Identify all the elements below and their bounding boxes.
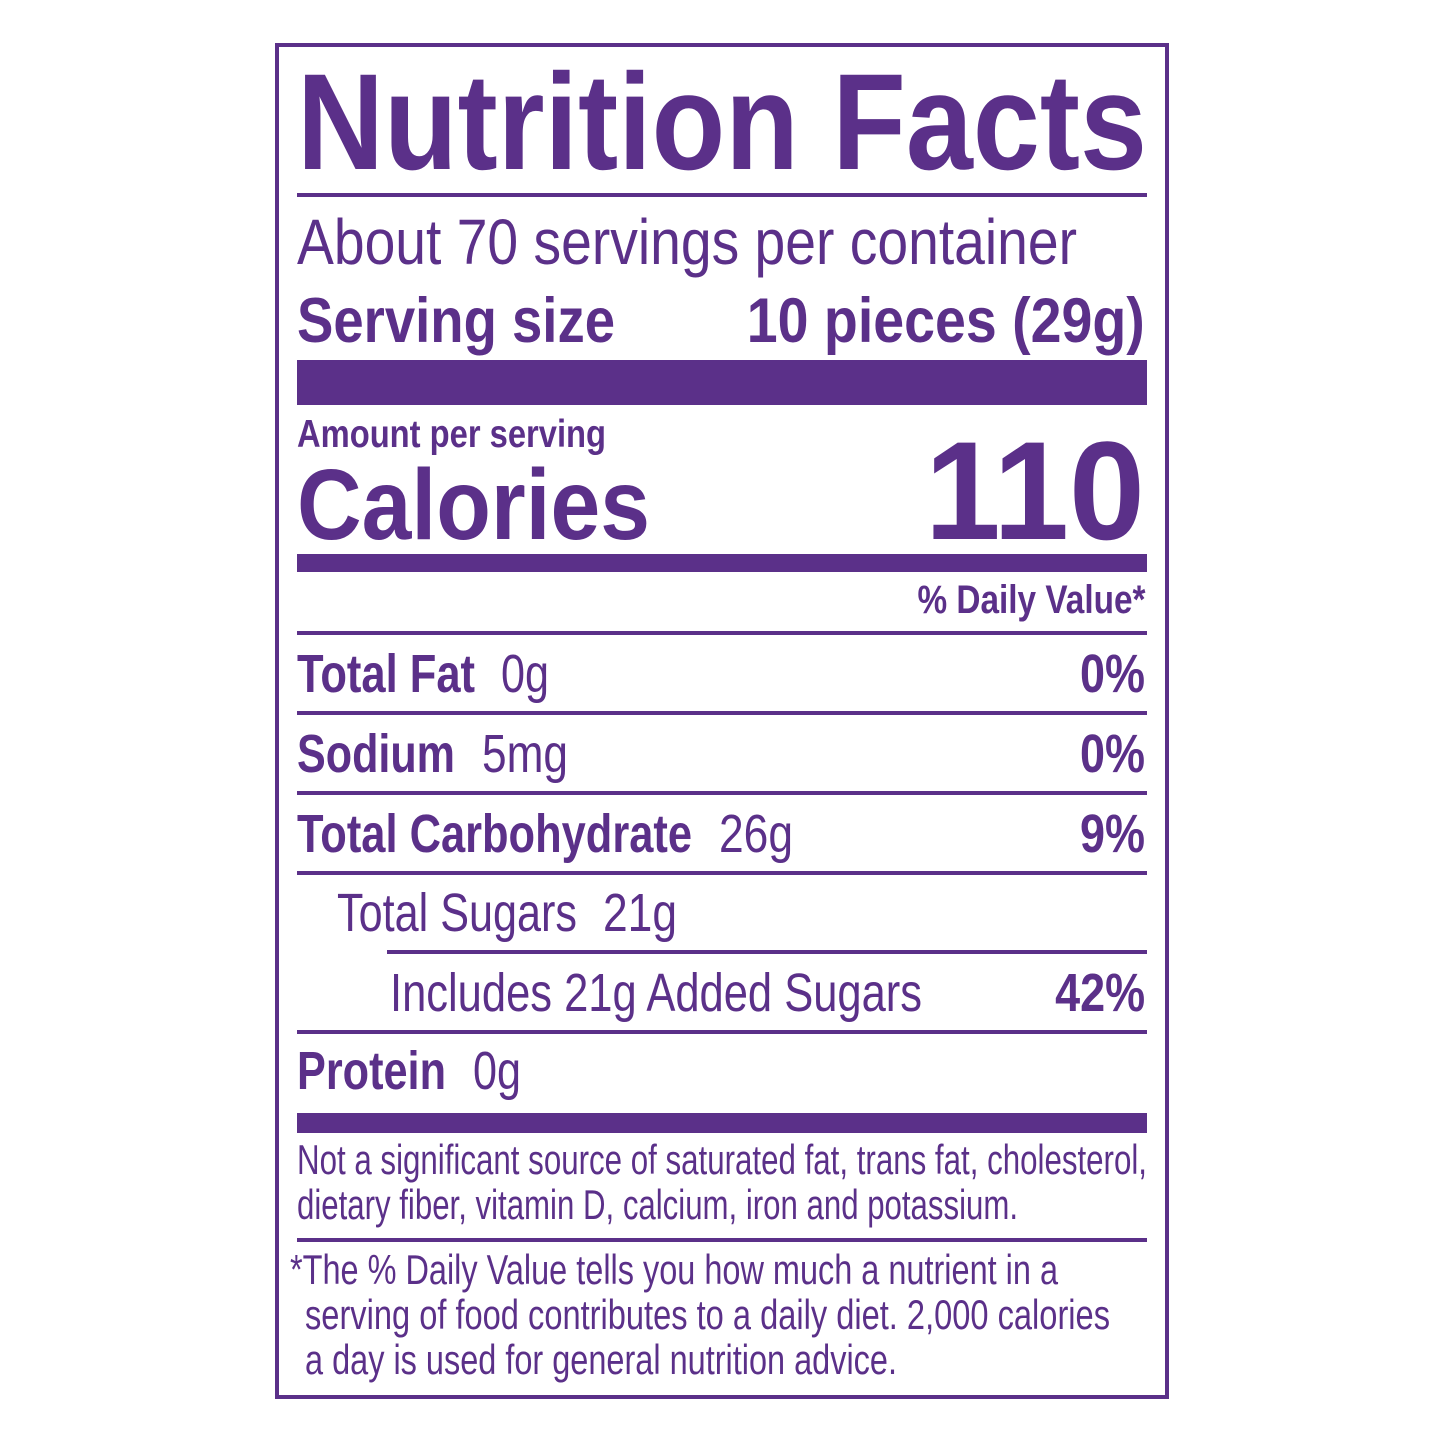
- nutrient-dv: 9%: [1080, 804, 1145, 864]
- nutrient-amount: 5mg: [482, 724, 568, 784]
- divider: [297, 631, 1147, 635]
- divider: [297, 871, 1147, 875]
- divider: [387, 950, 1147, 954]
- divider: [297, 1238, 1147, 1242]
- footnote-line: *The % Daily Value tells you how much a …: [290, 1246, 1058, 1293]
- divider: [297, 193, 1147, 197]
- nutrient-dv: 42%: [1055, 963, 1145, 1023]
- nutrient-label: Total Carbohydrate: [297, 804, 692, 864]
- footnote-line: a day is used for general nutrition advi…: [305, 1336, 897, 1383]
- nutrient-dv: 0%: [1080, 724, 1145, 784]
- divider: [297, 711, 1147, 715]
- nutrient-label: Total Fat: [297, 644, 475, 704]
- nutrient-label: Total Sugars: [337, 883, 577, 943]
- serving-size-label: Serving size: [297, 286, 615, 356]
- calories-value: 110: [925, 412, 1145, 569]
- nutrient-label: Sodium: [297, 724, 455, 784]
- daily-value-header: % Daily Value*: [917, 578, 1145, 622]
- divider: [297, 1030, 1147, 1034]
- amount-per-serving: Amount per serving: [297, 413, 606, 456]
- divider: [297, 791, 1147, 795]
- not-significant-line: Not a significant source of saturated fa…: [297, 1136, 1147, 1183]
- nutrition-label-border: [275, 43, 1169, 1399]
- thick-divider: [297, 1113, 1147, 1133]
- nutrient-dv: 0%: [1080, 644, 1145, 704]
- serving-size-value: 10 pieces (29g): [747, 286, 1145, 356]
- thick-divider: [297, 360, 1147, 405]
- nutrient-amount: 26g: [719, 804, 793, 864]
- not-significant-line: dietary fiber, vitamin D, calcium, iron …: [297, 1181, 1018, 1228]
- footnote-line: serving of food contributes to a daily d…: [305, 1291, 1110, 1338]
- nutrient-label: Includes 21g Added Sugars: [390, 963, 922, 1023]
- nutrient-amount: 0g: [473, 1041, 521, 1101]
- nutrient-amount: 0g: [501, 644, 549, 704]
- servings-per-container: About 70 servings per container: [297, 206, 1077, 278]
- nutrient-amount: 21g: [603, 883, 677, 943]
- medium-divider: [297, 554, 1147, 572]
- nutrient-label: Protein: [297, 1041, 446, 1101]
- calories-label: Calories: [297, 449, 650, 561]
- title: Nutrition Facts: [297, 46, 1147, 199]
